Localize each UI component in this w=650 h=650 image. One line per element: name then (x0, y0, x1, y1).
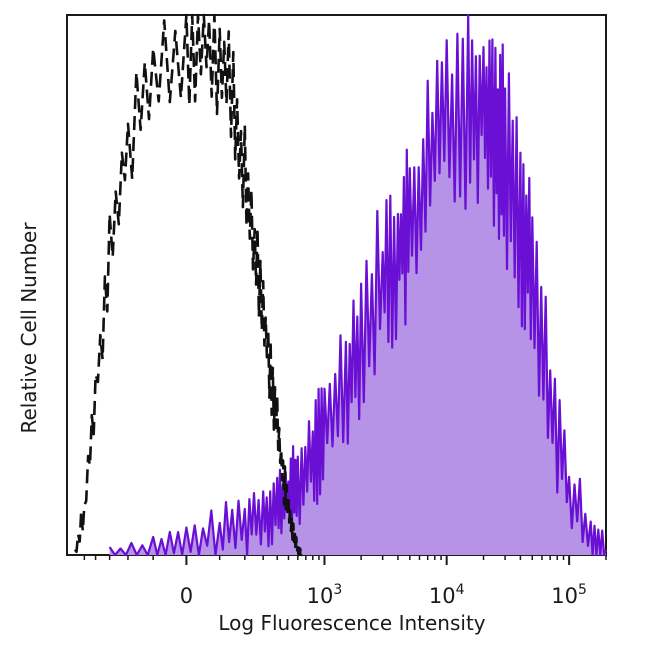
x-axis-title: Log Fluorescence Intensity (218, 611, 485, 635)
stained-histogram-fill (109, 15, 606, 555)
x-tick-label: 105 (551, 582, 587, 608)
y-axis-title: Relative Cell Number (17, 222, 41, 434)
stained-histogram-line (108, 13, 608, 557)
x-tick-label: 0 (180, 584, 193, 608)
x-tick-label: 103 (307, 582, 343, 608)
x-tick-label: 104 (429, 582, 465, 608)
series-marks (73, 13, 608, 557)
x-axis-ticks: 0 103 104 105 (83, 555, 607, 608)
control-histogram-line (73, 13, 303, 557)
